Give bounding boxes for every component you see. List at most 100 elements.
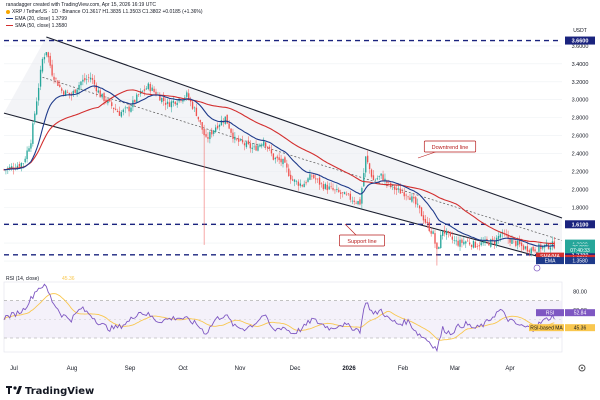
time-axis[interactable]: Jul Aug Sep Oct Nov Dec 2026 Feb Mar Apr bbox=[10, 364, 586, 372]
price-tick-label: 1.8000 bbox=[572, 205, 589, 211]
candle-body bbox=[49, 55, 51, 66]
candle-body bbox=[166, 101, 169, 104]
candle-body bbox=[82, 79, 84, 82]
candle-body bbox=[434, 233, 436, 244]
candle-body bbox=[417, 203, 419, 205]
level-price-tag bbox=[565, 250, 595, 259]
candle-body bbox=[528, 250, 530, 253]
candle-body bbox=[216, 125, 219, 129]
candle-body bbox=[203, 128, 205, 136]
sma-legend-icon bbox=[6, 25, 13, 27]
candle-body bbox=[218, 124, 221, 127]
price-axis[interactable]: 3.6000 3.4000 3.2000 3.0000 2.8000 2.6000 2.40… bbox=[536, 28, 595, 265]
candle-body bbox=[220, 120, 223, 126]
candle-body bbox=[357, 201, 359, 205]
candle-body bbox=[170, 101, 173, 108]
candle-body bbox=[295, 180, 298, 182]
candle-body bbox=[418, 205, 421, 209]
candle-body bbox=[195, 107, 198, 116]
candle-body bbox=[405, 194, 407, 196]
candle-body bbox=[182, 99, 184, 102]
candle-body bbox=[30, 143, 32, 149]
support-annotation-box bbox=[339, 234, 385, 247]
candle-body bbox=[553, 241, 555, 249]
candle-body bbox=[74, 89, 76, 93]
candle-body bbox=[303, 183, 305, 188]
time-tick-label: Apr bbox=[505, 366, 514, 372]
candle-body bbox=[36, 101, 38, 115]
xrp-icon bbox=[6, 9, 10, 14]
candle-body bbox=[57, 80, 59, 86]
candle-body bbox=[143, 89, 146, 91]
candle-body bbox=[151, 87, 153, 91]
candle-body bbox=[470, 244, 473, 247]
header-sma[interactable]: SMA (50, close) 1.3580 bbox=[6, 23, 67, 29]
sma50-line bbox=[3, 89, 555, 245]
candle-body bbox=[238, 138, 240, 142]
candle-body bbox=[26, 150, 28, 160]
candle-body bbox=[355, 202, 357, 204]
candle-body bbox=[266, 146, 269, 149]
header-ema[interactable]: EMA (20, close) 1.3799 bbox=[6, 16, 67, 22]
candle-body bbox=[522, 245, 525, 250]
candle-body bbox=[415, 197, 417, 205]
candle-body bbox=[72, 90, 74, 96]
candle-body bbox=[64, 90, 67, 97]
candle-body bbox=[526, 246, 529, 252]
header-symbol: XRP / TetherUS · 1D · Binance O1.3617 H1… bbox=[6, 9, 203, 15]
candle-body bbox=[451, 236, 453, 240]
header-ema-label: EMA (20, close) 1.3799 bbox=[15, 16, 67, 22]
candle-body bbox=[265, 142, 267, 147]
candle-body bbox=[95, 84, 98, 92]
candle-body bbox=[270, 149, 273, 154]
level-price-tag bbox=[565, 36, 595, 45]
candle-body bbox=[128, 106, 130, 112]
candle-body bbox=[497, 235, 500, 239]
candle-body bbox=[438, 247, 440, 249]
time-tick-label: Dec bbox=[290, 366, 301, 372]
candle-body bbox=[449, 232, 452, 236]
candle-body bbox=[472, 240, 475, 248]
rsi-title: RSI (14, close) bbox=[6, 276, 39, 282]
candle-body bbox=[263, 141, 265, 146]
candle-body bbox=[461, 239, 463, 243]
candle-body bbox=[420, 207, 423, 217]
price-tick-label: 2.8000 bbox=[572, 116, 589, 122]
candle-body bbox=[107, 100, 109, 104]
candle-body bbox=[274, 157, 276, 160]
candle-body bbox=[124, 107, 126, 109]
candle-body bbox=[345, 193, 348, 195]
candle-body bbox=[251, 147, 253, 150]
candle-body bbox=[259, 144, 261, 147]
gear-icon bbox=[578, 364, 586, 372]
candle-body bbox=[236, 138, 238, 140]
candle-body bbox=[86, 79, 88, 80]
candle-body bbox=[484, 239, 486, 244]
candle-body bbox=[536, 251, 538, 253]
candle-body bbox=[532, 246, 534, 251]
candle-body bbox=[495, 237, 498, 246]
candle-body bbox=[101, 93, 103, 98]
price-tick-label: 2.6000 bbox=[572, 134, 589, 140]
candle-body bbox=[168, 102, 171, 107]
candle-body bbox=[136, 94, 138, 102]
candle-body bbox=[120, 111, 123, 117]
tradingview-logo[interactable]: TradingView bbox=[6, 385, 94, 397]
candle-body bbox=[257, 145, 259, 151]
downtrend-annotation-label: Downtrend line bbox=[432, 145, 469, 151]
candle-body bbox=[201, 122, 203, 130]
candle-body bbox=[113, 107, 115, 109]
candle-body bbox=[230, 128, 232, 133]
candle-body bbox=[436, 242, 438, 250]
candle-body bbox=[172, 100, 174, 103]
candle-body bbox=[184, 97, 186, 99]
candle-body bbox=[134, 99, 136, 103]
candle-body bbox=[443, 230, 446, 234]
rsi-tag-label: RSI bbox=[546, 311, 554, 317]
candle-body bbox=[336, 188, 338, 191]
candle-body bbox=[18, 163, 21, 167]
ema20-line bbox=[3, 85, 555, 247]
candle-body bbox=[320, 183, 323, 184]
candle-body bbox=[239, 139, 242, 141]
